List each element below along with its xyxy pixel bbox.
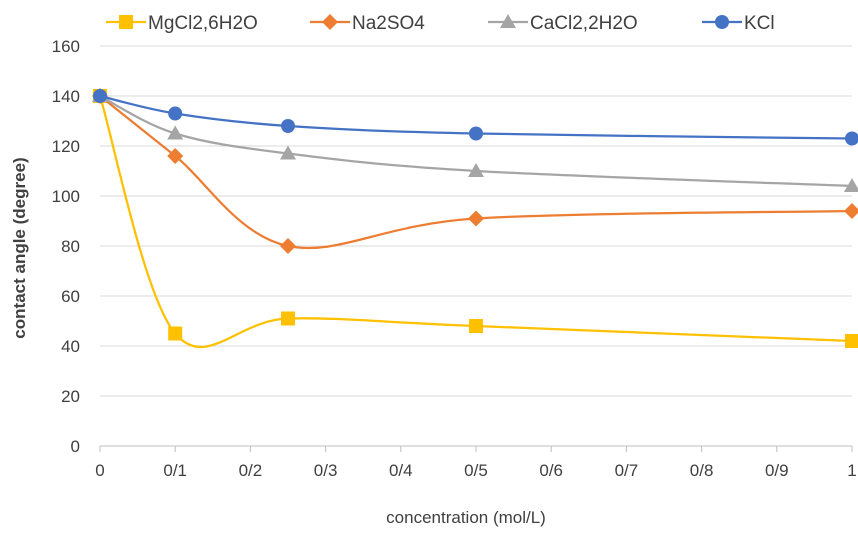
x-tick-label: 0/4 — [389, 461, 413, 480]
legend-marker — [715, 15, 729, 29]
data-point — [469, 319, 483, 333]
data-point — [845, 334, 858, 348]
y-tick-label: 100 — [52, 187, 80, 206]
data-point — [468, 210, 484, 227]
series-layer — [92, 88, 858, 348]
data-point — [281, 311, 295, 326]
legend-label: KCl — [744, 13, 775, 34]
x-tick-label: 0/7 — [615, 461, 639, 480]
y-tick-label: 20 — [61, 387, 80, 406]
y-tick-label: 60 — [61, 287, 80, 306]
y-tick-label: 160 — [52, 37, 80, 56]
legend-item: MgCl2,6H2O — [106, 13, 258, 34]
data-point — [280, 145, 296, 160]
legend-label: CaCl2,2H2O — [530, 13, 638, 34]
y-tick-label: 80 — [61, 237, 80, 256]
x-tick-label: 1 — [847, 461, 856, 480]
x-tick-label: 0/3 — [314, 461, 338, 480]
data-point — [844, 203, 858, 219]
y-tick-label: 120 — [52, 137, 80, 156]
legend-item: Na2SO4 — [310, 13, 425, 34]
data-point — [168, 326, 183, 341]
y-tick-label: 0 — [71, 437, 80, 456]
legend: MgCl2,6H2O Na2SO4 CaCl2,2H2O KCl — [106, 13, 775, 34]
x-tick-label: 0/1 — [163, 461, 187, 480]
x-tick-label: 0/6 — [539, 461, 563, 480]
legend-item: KCl — [702, 13, 775, 34]
series-line — [98, 95, 853, 348]
data-point — [93, 89, 107, 103]
x-tick-label: 0 — [95, 461, 104, 480]
y-tick-label: 40 — [61, 337, 80, 356]
x-tick-label: 0/9 — [765, 461, 789, 480]
legend-label: MgCl2,6H2O — [148, 13, 258, 34]
legend-marker — [322, 14, 338, 30]
legend-item: CaCl2,2H2O — [488, 13, 638, 34]
y-tick-label: 140 — [52, 87, 80, 106]
axes: 0 20 40 60 80 100 120 140 160 0 0/1 0/2 0/3 0/4 0/5 0/6… — [52, 37, 857, 480]
x-tick-label: 0/2 — [239, 461, 263, 480]
data-point — [167, 125, 184, 140]
y-axis-title: contact angle (degree) — [10, 157, 29, 338]
series-line — [99, 94, 853, 188]
data-point — [281, 119, 295, 133]
data-point — [468, 163, 484, 177]
legend-marker — [119, 15, 133, 29]
data-point — [469, 126, 483, 141]
legend-marker — [500, 14, 516, 28]
x-axis-title: concentration (mol/L) — [386, 508, 546, 527]
x-tick-label: 0/8 — [690, 461, 714, 480]
series-kcl — [93, 89, 858, 146]
data-point — [845, 131, 858, 146]
data-point — [167, 148, 184, 164]
x-tick-label: 0/5 — [464, 461, 488, 480]
data-point — [844, 178, 858, 192]
legend-label: Na2SO4 — [352, 13, 425, 34]
data-point — [168, 106, 183, 121]
data-point — [280, 238, 296, 254]
